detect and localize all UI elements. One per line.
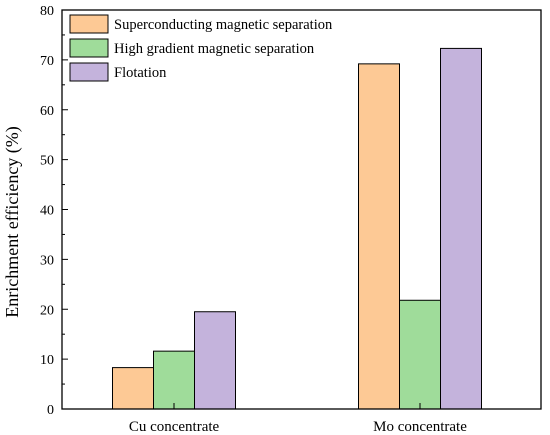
bar-3-cu-concentrate — [194, 311, 236, 410]
bars-layer — [112, 47, 482, 410]
y-tick-label: 50 — [40, 154, 54, 169]
y-axis-title: Enrichment efficiency (%) — [2, 126, 23, 318]
y-tick-label: 30 — [40, 253, 54, 268]
x-category-label: Mo concentrate — [373, 419, 467, 435]
legend-swatch — [69, 14, 109, 34]
y-tick-label: 0 — [47, 403, 54, 418]
bar-1-mo-concentrate — [358, 63, 400, 410]
bar-2-cu-concentrate — [153, 350, 195, 410]
legend-swatch — [69, 62, 109, 82]
legend-label: High gradient magnetic separation — [114, 41, 315, 57]
y-tick-label: 40 — [40, 204, 54, 219]
x-category-label: Cu concentrate — [129, 419, 220, 435]
bar-2-mo-concentrate — [399, 299, 441, 410]
y-tick-label: 10 — [40, 353, 54, 368]
legend-swatch — [69, 38, 109, 58]
legend-label: Flotation — [114, 65, 167, 81]
y-tick-label: 60 — [40, 104, 54, 119]
y-tick-label: 20 — [40, 303, 54, 318]
y-tick-label: 80 — [40, 4, 54, 19]
y-tick-label: 70 — [40, 54, 54, 69]
bar-3-mo-concentrate — [440, 47, 482, 410]
legend: Superconducting magnetic separation High … — [69, 14, 333, 82]
legend-label: Superconducting magnetic separation — [114, 17, 333, 33]
axes-layer: 0 10 20 30 40 50 60 70 80 Cu concentrate Mo concen… — [40, 4, 542, 435]
bar-1-cu-concentrate — [112, 367, 154, 410]
